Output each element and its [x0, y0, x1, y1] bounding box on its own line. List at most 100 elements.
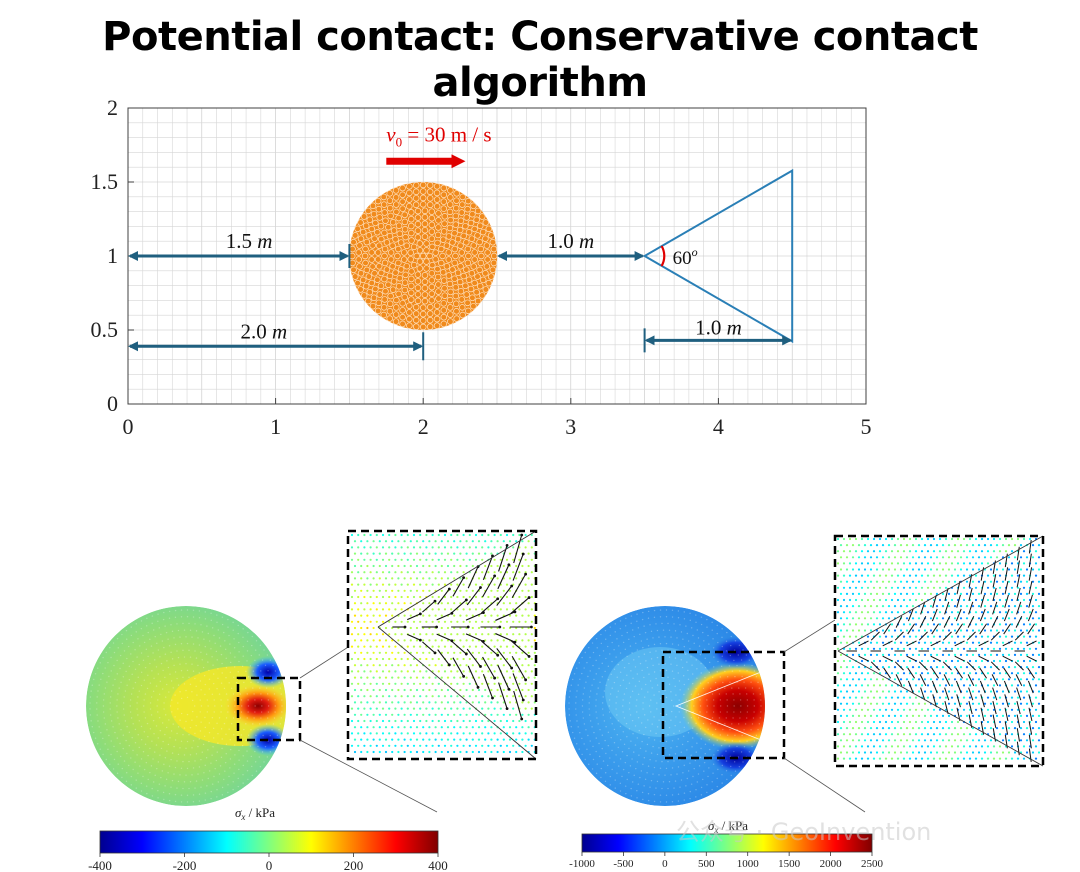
particle-dot — [596, 647, 598, 649]
force-vector — [919, 615, 927, 628]
particle-dot — [890, 586, 894, 589]
particle — [470, 263, 478, 270]
particle-dot — [136, 702, 138, 704]
particle-dot — [616, 714, 618, 716]
particle-dot — [493, 732, 496, 735]
particle-dot — [251, 635, 253, 638]
particle-dot — [459, 738, 462, 741]
particle-dot — [974, 757, 978, 760]
particle-dot — [200, 689, 202, 691]
particle-dot — [131, 673, 133, 676]
particle-dot — [597, 687, 599, 689]
force-vector — [944, 601, 950, 615]
particle — [372, 285, 379, 293]
particle-dot — [397, 738, 400, 741]
particle-dot — [608, 699, 611, 701]
particle-dot — [896, 574, 900, 577]
particle-dot — [474, 546, 478, 549]
particle-dot — [378, 577, 381, 580]
particle-dot — [211, 693, 214, 695]
particle-dot — [938, 537, 942, 541]
particle-dot — [431, 707, 434, 710]
force-vector — [1016, 574, 1021, 588]
particle-dot — [977, 678, 981, 681]
particle-dot — [1001, 702, 1005, 705]
particle-dot — [1016, 647, 1020, 650]
particle — [396, 230, 404, 238]
particle-dot — [459, 540, 462, 543]
particle — [428, 235, 436, 242]
particle-dot — [857, 556, 861, 559]
particle — [395, 214, 402, 222]
particle-dot — [1025, 678, 1029, 681]
particle-dot — [845, 702, 849, 705]
particle-dot — [736, 745, 738, 748]
particle-dot — [216, 796, 218, 798]
particle-dot — [589, 690, 592, 692]
force-vector — [467, 665, 479, 688]
particle-dot — [450, 670, 453, 673]
particle-dot — [704, 666, 707, 669]
particle-dot — [989, 690, 993, 693]
particle-dot — [211, 627, 214, 629]
particle-dot — [971, 556, 975, 559]
particle-dot — [977, 544, 981, 547]
particle-dot — [394, 707, 397, 710]
particle-dot — [983, 666, 987, 669]
particle-dot — [902, 647, 906, 650]
particle-dot — [716, 777, 718, 780]
particle-dot — [866, 733, 870, 736]
particle-dot — [908, 757, 912, 760]
particle — [445, 256, 453, 263]
particle-dot — [980, 623, 984, 626]
particle-dot — [143, 679, 146, 681]
particle-dot — [595, 750, 597, 753]
particle-dot — [211, 656, 213, 658]
particle-dot — [360, 750, 363, 754]
y-tick-label: 2 — [107, 95, 118, 120]
particle-dot — [700, 616, 703, 618]
particle-dot — [397, 676, 400, 679]
particle-dot — [406, 595, 409, 599]
particle-dot — [890, 720, 894, 724]
particle-dot — [725, 660, 727, 662]
particle-dot — [956, 550, 960, 553]
particle-dot — [142, 634, 144, 637]
particle-dot — [956, 647, 960, 650]
particle-dot — [496, 540, 499, 543]
particle-dot — [621, 775, 623, 778]
particle-dot — [965, 605, 969, 608]
particle-dot — [160, 776, 162, 779]
particle-dot — [210, 762, 212, 764]
particle-dot — [717, 723, 719, 725]
particle-dot — [971, 690, 975, 693]
particle-dot — [134, 741, 137, 744]
particle-dot — [926, 574, 930, 577]
particle-dot — [397, 564, 400, 568]
particle — [452, 284, 460, 291]
particle-dot — [884, 708, 888, 711]
particle-dot — [980, 733, 984, 736]
particle-dot — [508, 577, 512, 580]
particle-dot — [409, 614, 412, 617]
particle-dot — [366, 676, 369, 679]
particle-dot — [204, 618, 207, 620]
particle-dot — [986, 635, 990, 638]
particle-dot — [149, 682, 152, 684]
particle-dot — [462, 620, 465, 623]
particle-dot — [983, 580, 987, 583]
particle-dot — [512, 707, 515, 710]
particle-dot — [134, 668, 137, 671]
particle-dot — [887, 544, 891, 547]
particle-dot — [481, 583, 484, 586]
particle — [473, 216, 480, 224]
particle-dot — [593, 678, 595, 681]
particle-dot — [872, 672, 876, 675]
particle-dot — [1013, 714, 1017, 717]
particle — [421, 207, 429, 215]
particle-dot — [911, 605, 915, 608]
particle-dot — [425, 670, 428, 673]
particle-dot — [944, 537, 948, 541]
particle-dot — [403, 726, 406, 729]
particle-dot — [935, 617, 939, 620]
